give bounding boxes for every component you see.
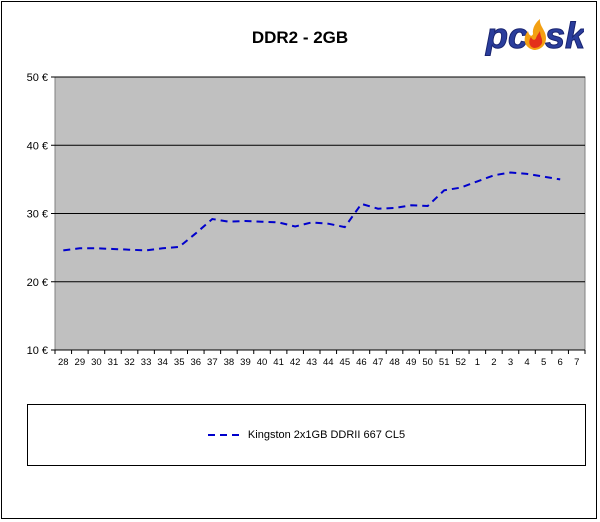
x-tick-label: 35 (174, 357, 185, 368)
legend-label: Kingston 2x1GB DDRII 667 CL5 (247, 429, 406, 441)
x-tick-label: 4 (524, 357, 529, 368)
y-tick-label: 40 € (27, 140, 48, 152)
x-tick-label: 44 (323, 357, 334, 368)
x-tick-label: 40 (257, 357, 268, 368)
x-axis-ticks: 28 29 30 31 32 33 34 35 36 37 38 39 40 41 42 43 44 45 46 47… (54, 349, 586, 368)
series-line-kingston (63, 171, 561, 252)
svg-text:sk: sk (545, 15, 584, 56)
x-tick-label: 32 (124, 357, 135, 368)
x-tick-label: 28 (58, 357, 69, 368)
x-tick-label: 3 (508, 357, 513, 368)
x-tick-label: 52 (455, 357, 466, 368)
legend-entry: Kingston 2x1GB DDRII 667 CL5 (28, 429, 585, 441)
x-tick-label: 1 (475, 357, 480, 368)
x-tick-label: 36 (190, 357, 201, 368)
x-tick-label: 39 (240, 357, 251, 368)
x-tick-label: 33 (141, 357, 152, 368)
y-axis-ticks: 10 € 20 € 30 € 40 € 50 € (27, 72, 55, 357)
x-tick-label: 43 (306, 357, 317, 368)
x-tick-label: 34 (157, 357, 168, 368)
x-tick-label: 7 (574, 357, 579, 368)
x-tick-label: 41 (273, 357, 284, 368)
x-tick-label: 37 (207, 357, 218, 368)
x-tick-label: 46 (356, 357, 367, 368)
x-tick-label: 48 (389, 357, 400, 368)
x-tick-label: 29 (75, 357, 86, 368)
pcosk-logo: pc sk (484, 14, 588, 61)
x-tick-label: 5 (541, 357, 546, 368)
y-tick-label: 10 € (27, 345, 48, 357)
x-tick-label: 2 (491, 357, 496, 368)
x-tick-label: 38 (224, 357, 235, 368)
x-tick-label: 31 (108, 357, 119, 368)
x-tick-label: 42 (290, 357, 301, 368)
chart-title: DDR2 - 2GB (251, 28, 349, 47)
y-tick-label: 20 € (27, 277, 48, 289)
x-tick-label: 6 (558, 357, 563, 368)
x-tick-label: 30 (91, 357, 102, 368)
x-tick-label: 51 (439, 357, 450, 368)
x-tick-label: 47 (373, 357, 384, 368)
x-tick-label: 45 (340, 357, 351, 368)
legend: Kingston 2x1GB DDRII 667 CL5 (27, 404, 586, 466)
line-chart: 10 €20 €30 €40 €50 € 28 29 30 31 32 33 34 35 36 3… (27, 72, 586, 368)
svg-text:pc: pc (485, 15, 528, 56)
x-tick-label: 49 (406, 357, 417, 368)
x-tick-label: 50 (422, 357, 433, 368)
flame-icon (524, 19, 546, 50)
y-tick-label: 50 € (27, 72, 48, 84)
y-tick-label: 30 € (27, 209, 48, 221)
legend-swatch (207, 434, 244, 436)
